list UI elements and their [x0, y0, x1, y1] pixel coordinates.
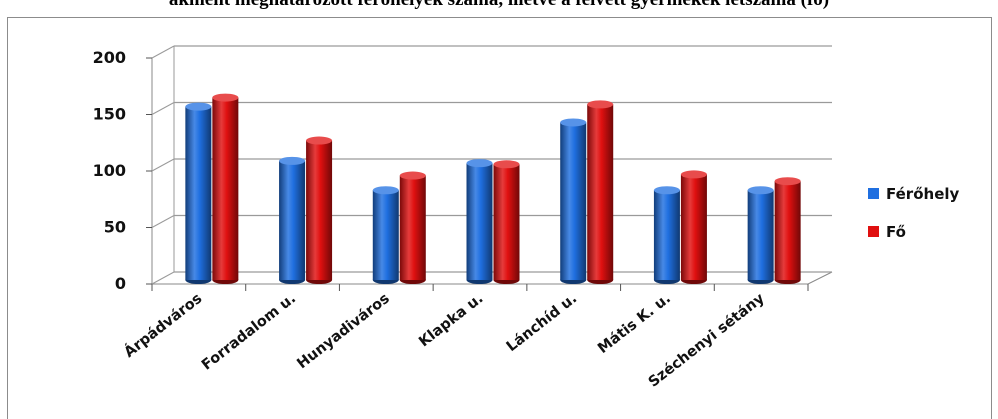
bar-ferohely-1 [279, 156, 306, 284]
gridline-side [151, 271, 175, 285]
chart-title: ákmént megnatarozott férőhelyek száma, i… [0, 0, 998, 11]
y-tick-label: 0 [115, 274, 126, 293]
y-tick-label: 50 [104, 218, 126, 237]
bar-fo-3 [493, 160, 520, 284]
x-tick-label: Klapka u. [416, 291, 486, 351]
gridline-side [151, 158, 175, 172]
bar-fo-6 [774, 177, 801, 284]
y-tick-label: 100 [93, 161, 126, 180]
legend-swatch-fo [868, 226, 879, 237]
bar-ferohely-0 [185, 102, 212, 284]
gridline-side [151, 102, 175, 115]
legend: Férőhely Fő [868, 184, 959, 260]
x-tick-label: Hunyadiváros [294, 291, 392, 373]
legend-item-fo: Fő [868, 222, 959, 241]
legend-label-ferohely: Férőhely [886, 184, 960, 203]
floor-right-edge [807, 271, 833, 285]
bar-ferohely-2 [372, 186, 399, 284]
bar-fo-5 [680, 170, 707, 284]
legend-swatch-ferohely [868, 188, 879, 199]
x-tick-label: Mátis K. u. [595, 291, 674, 357]
legend-item-ferohely: Férőhely [868, 184, 959, 203]
bar-ferohely-4 [560, 118, 587, 284]
bar-fo-1 [306, 136, 333, 284]
x-tick-label: Árpádváros [121, 290, 205, 361]
gridline-side [151, 215, 175, 228]
gridline-side [151, 45, 175, 59]
bar-fo-4 [587, 100, 614, 284]
bar-ferohely-6 [747, 186, 774, 284]
legend-label-fo: Fő [886, 222, 906, 241]
bar-fo-0 [212, 93, 239, 284]
bar-fo-2 [399, 171, 426, 284]
x-tick-label: Forradalom u. [199, 291, 299, 374]
x-tick-label: Lánchíd u. [504, 291, 580, 356]
bar-ferohely-3 [466, 159, 493, 284]
y-tick-label: 200 [93, 48, 126, 67]
bar-ferohely-5 [653, 186, 680, 284]
y-tick-label: 150 [93, 105, 126, 124]
